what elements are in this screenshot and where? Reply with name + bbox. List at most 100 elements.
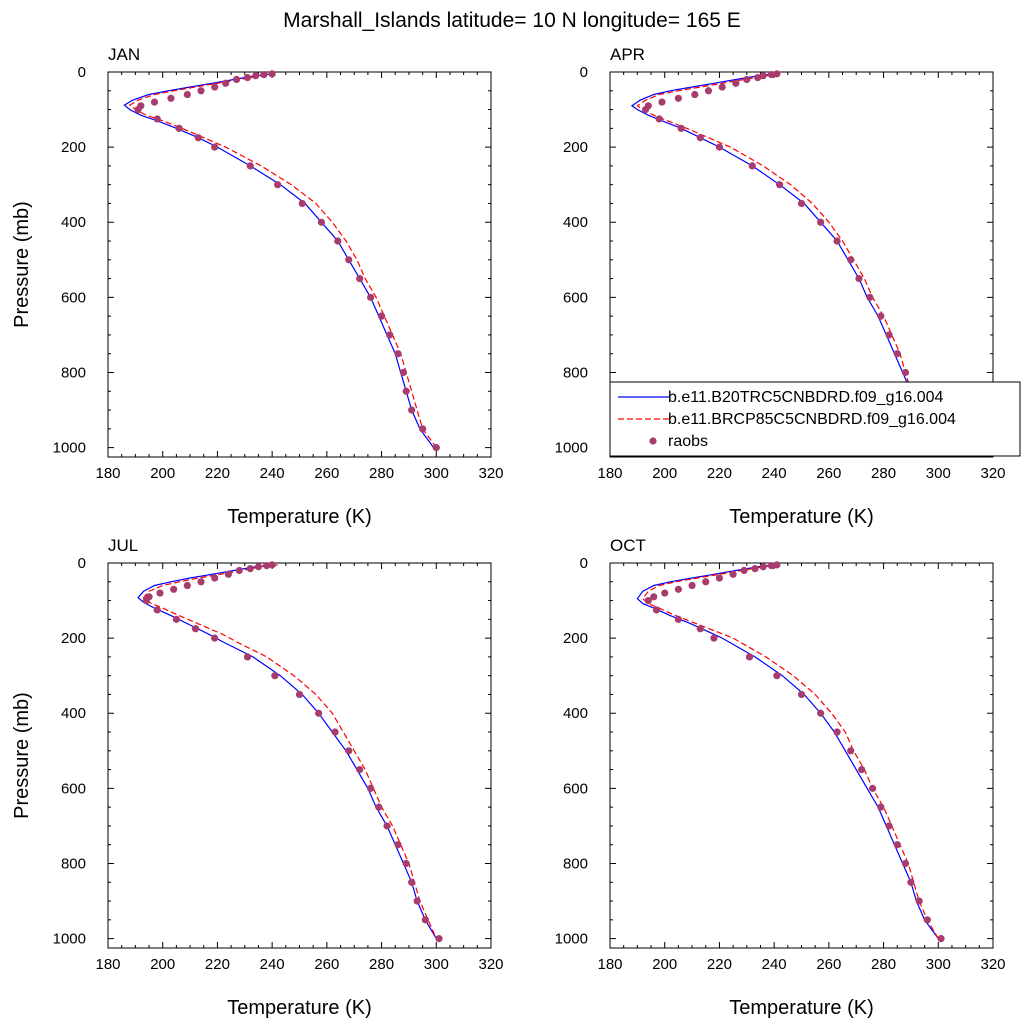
raobs-point (150, 98, 159, 106)
raobs-point (408, 878, 416, 886)
raobs-point (183, 581, 191, 590)
raobs-point (773, 70, 781, 78)
raobs-point (674, 585, 682, 593)
raobs-point (246, 162, 254, 170)
raobs-point (375, 803, 383, 811)
raobs-point (740, 566, 748, 575)
x-tick-label: 300 (926, 956, 951, 973)
series-line-b20trc (123, 73, 435, 448)
x-tick-label: 300 (926, 465, 951, 482)
x-tick-label: 240 (260, 956, 285, 973)
raobs-point (167, 94, 175, 102)
raobs-point (767, 71, 776, 79)
x-tick-label: 240 (762, 956, 787, 973)
raobs-point (252, 72, 260, 80)
raobs-point (915, 897, 923, 905)
raobs-point (402, 859, 410, 868)
y-tick-label: 400 (563, 214, 588, 231)
raobs-point (877, 803, 885, 811)
raobs-point (235, 566, 243, 575)
x-tick-label: 280 (369, 465, 394, 482)
raobs-point (243, 653, 252, 661)
raobs-point (197, 578, 205, 586)
raobs-point (268, 561, 276, 569)
y-axis-label: Pressure (mb) (11, 201, 33, 328)
raobs-point (356, 274, 364, 283)
x-tick-label: 260 (816, 956, 841, 973)
raobs-point (817, 709, 825, 717)
y-tick-label: 400 (563, 705, 588, 722)
raobs-point (907, 878, 915, 886)
raobs-point (156, 589, 164, 597)
x-tick-label: 280 (369, 956, 394, 973)
x-axis-label: Temperature (K) (227, 997, 372, 1019)
raobs-point (885, 331, 893, 339)
raobs-point (211, 634, 219, 642)
raobs-point (696, 134, 704, 142)
raobs-point (386, 331, 394, 339)
raobs-point (222, 79, 230, 87)
raobs-point (901, 859, 910, 868)
panel-title: OCT (610, 536, 646, 555)
raobs-point (710, 634, 718, 642)
raobs-point (729, 570, 737, 578)
raobs-point (858, 765, 866, 774)
y-tick-label: 1000 (555, 931, 588, 948)
raobs-point (745, 653, 754, 661)
raobs-point (718, 83, 726, 91)
y-tick-label: 1000 (53, 931, 86, 948)
raobs-point (797, 690, 806, 699)
raobs-point (751, 565, 759, 573)
raobs-point (394, 841, 402, 849)
raobs-point (331, 728, 339, 736)
raobs-point (432, 444, 440, 452)
raobs-point (743, 75, 751, 84)
y-tick-label: 600 (563, 780, 588, 797)
raobs-point (170, 585, 178, 593)
y-tick-label: 800 (61, 855, 86, 872)
raobs-point (153, 115, 161, 123)
y-tick-label: 600 (61, 289, 86, 306)
raobs-point (413, 897, 421, 905)
raobs-point (298, 199, 306, 208)
raobs-point (274, 181, 282, 189)
raobs-point (260, 71, 268, 79)
x-tick-label: 220 (205, 956, 230, 973)
x-tick-label: 240 (260, 465, 285, 482)
raobs-points (644, 561, 945, 943)
raobs-point (704, 87, 713, 95)
y-tick-label: 200 (61, 139, 86, 156)
legend-label: b.e11.BRCP85C5CNBDRD.f09_g16.004 (668, 411, 956, 428)
y-tick-label: 1000 (53, 440, 86, 457)
raobs-point (833, 728, 841, 736)
raobs-point (345, 747, 353, 755)
y-tick-label: 0 (580, 555, 588, 572)
raobs-point (652, 606, 661, 614)
raobs-point (142, 596, 150, 605)
raobs-point (271, 672, 279, 680)
x-tick-label: 180 (95, 465, 120, 482)
raobs-point (901, 368, 910, 377)
raobs-point (923, 916, 931, 924)
raobs-point (224, 570, 232, 578)
legend-label: b.e11.B20TRC5CNBDRD.f09_g16.004 (668, 389, 944, 406)
raobs-point (893, 350, 901, 358)
raobs-point (356, 765, 364, 774)
raobs-point (658, 98, 666, 106)
raobs-point (243, 74, 252, 82)
raobs-point (797, 199, 806, 208)
x-tick-label: 180 (597, 465, 622, 482)
raobs-point (394, 350, 402, 358)
legend-box (609, 381, 1021, 457)
raobs-point (194, 134, 202, 142)
raobs-point (153, 606, 161, 614)
raobs-point (677, 124, 685, 132)
x-tick-label: 300 (424, 956, 449, 973)
plot-frame (107, 562, 492, 949)
raobs-point (402, 387, 410, 395)
y-tick-label: 0 (580, 64, 588, 81)
raobs-point (191, 625, 200, 633)
raobs-point (715, 574, 724, 582)
raobs-point (421, 916, 429, 924)
